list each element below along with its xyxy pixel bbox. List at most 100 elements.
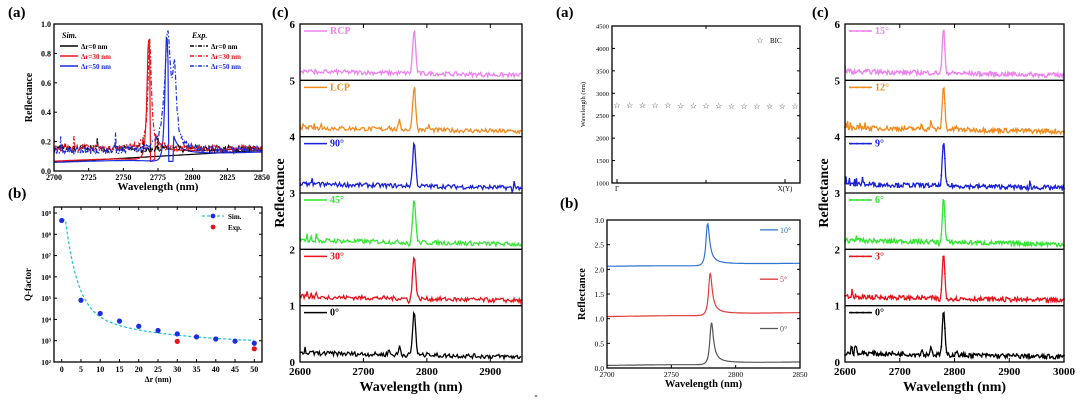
y-tick-label: 1000 (596, 181, 609, 188)
series-point (880, 296, 883, 299)
series-point (933, 183, 936, 185)
series-point (1061, 299, 1064, 302)
y-axis-label: Reflectance (24, 72, 35, 122)
y-tick-label: 0 (835, 357, 841, 369)
series-point (1029, 298, 1032, 301)
bic-star-marker: ☆ (690, 101, 697, 110)
series-point (875, 126, 878, 128)
series-point (912, 127, 915, 130)
sim-point (59, 217, 65, 224)
series-point (1050, 242, 1053, 245)
series-point (954, 351, 957, 354)
series-point (998, 127, 1001, 130)
series-point (1026, 128, 1029, 131)
series-point (1036, 73, 1039, 76)
series-point (928, 241, 930, 244)
axes-frame (299, 23, 523, 363)
series-point (1061, 75, 1064, 78)
series-point (971, 129, 974, 131)
series-point (900, 129, 902, 132)
x-tick-label: 2800 (416, 366, 439, 378)
series-point (858, 297, 860, 300)
series-point (1019, 241, 1022, 244)
series-point (980, 355, 983, 358)
x-axis-label: Δr (nm) (145, 375, 172, 384)
series-point (914, 69, 916, 72)
series-point (879, 127, 881, 129)
series-point (987, 354, 990, 357)
series-point (949, 128, 952, 131)
series-point (942, 255, 945, 258)
series-point (921, 240, 923, 243)
series-point (979, 241, 981, 244)
series-point (847, 68, 850, 71)
series-point (1059, 298, 1062, 301)
series-point (994, 241, 997, 243)
series-point (1012, 71, 1015, 74)
series-point (949, 73, 952, 75)
series-point (917, 353, 920, 355)
series-point (865, 297, 867, 300)
series-point (971, 356, 974, 359)
series-point (877, 72, 880, 75)
legend-title: Sim. (62, 31, 77, 40)
series-point (1026, 244, 1029, 246)
series-point (986, 243, 988, 246)
series-point (849, 296, 852, 299)
series-point (977, 130, 980, 133)
series-point (1017, 184, 1020, 187)
series-point (872, 181, 874, 184)
series-point (847, 297, 850, 300)
bic-star-marker: ☆ (626, 101, 633, 110)
series-point (880, 239, 883, 242)
x-tick-label: 2700 (889, 366, 912, 378)
series-point (989, 186, 992, 188)
legend-marker: ☆ (756, 36, 763, 45)
series-point (1045, 241, 1048, 244)
series-point (896, 70, 899, 73)
series-point (858, 352, 860, 355)
series-point (861, 240, 864, 243)
y-tick-label: 4500 (596, 24, 609, 31)
series-point (926, 241, 929, 243)
series-point (879, 297, 881, 300)
series-point (945, 238, 948, 241)
y-tick-label: 1.5 (595, 290, 605, 299)
series-point (1000, 129, 1002, 131)
series-point (886, 298, 888, 301)
series-point (917, 126, 920, 129)
y-axis-label: Wavelength (nm) (580, 82, 587, 127)
series-point (1043, 243, 1046, 246)
series-point (1057, 130, 1060, 133)
panel-label: (a) (556, 5, 574, 21)
series-point (880, 128, 883, 131)
series-point (872, 298, 874, 301)
series-point (936, 296, 939, 299)
legend-marker (850, 86, 852, 89)
series-point (854, 184, 857, 187)
y-tick-label: 3 (835, 188, 841, 200)
series-point (1019, 297, 1022, 300)
series-point (1054, 242, 1057, 245)
series-point (1008, 72, 1011, 75)
series-point (1022, 131, 1025, 134)
y-tick-label: 0.0 (595, 364, 605, 373)
series-point (1001, 240, 1004, 243)
series-point (977, 186, 980, 189)
y-tick-label: 10⁴ (41, 315, 52, 324)
series-point (873, 350, 876, 353)
series-point (989, 70, 992, 73)
series-point (950, 298, 953, 301)
series-point (919, 242, 922, 245)
series-point (1008, 354, 1011, 357)
series-point (926, 70, 929, 73)
series-point (898, 294, 901, 297)
series-point (903, 72, 906, 75)
series-point (1035, 186, 1037, 189)
series-point (865, 68, 867, 71)
y-tick-label: 1500 (596, 158, 609, 165)
series-point (986, 297, 988, 300)
series-point (868, 182, 871, 184)
series-point (970, 298, 973, 301)
series-point (964, 129, 967, 132)
